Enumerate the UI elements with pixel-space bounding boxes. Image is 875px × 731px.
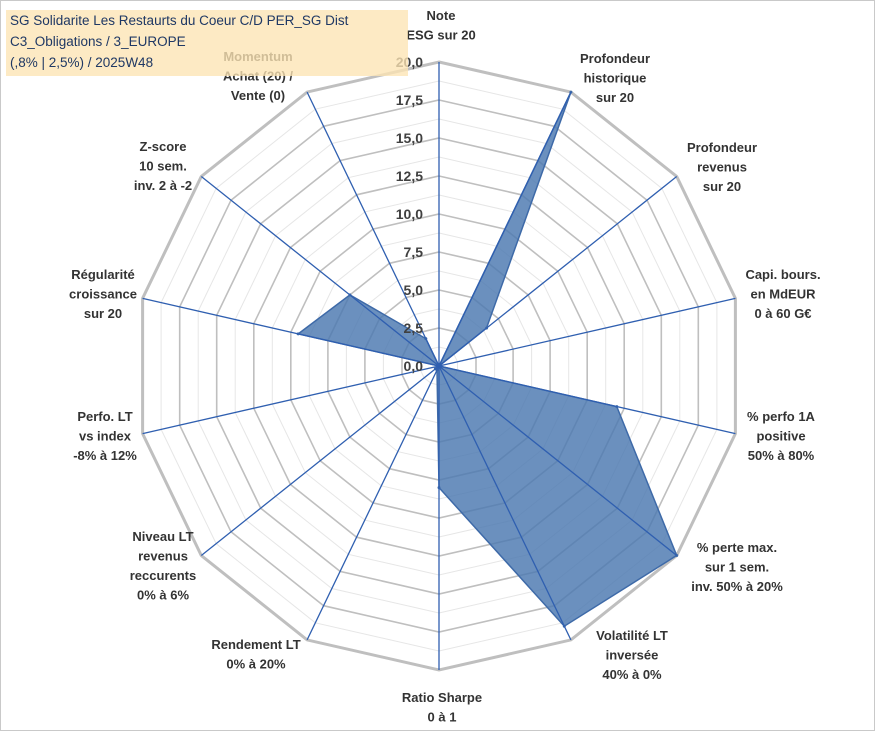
radial-tick-label: 7,5 xyxy=(404,244,424,260)
axis-label-line: Profondeur xyxy=(687,140,757,155)
axis-label-line: Z-score xyxy=(140,139,187,154)
axis-label-line: % perte max. xyxy=(697,540,777,555)
axis-spoke xyxy=(306,91,440,367)
axis-label: Niveau LT revenus reccurents 0% à 6% xyxy=(130,529,196,603)
axis-label-line: revenus xyxy=(697,160,747,175)
axis-label-line: positive xyxy=(756,429,805,444)
chart-title-line-2: C3_Obligations / 3_EUROPE xyxy=(10,34,186,49)
axis-label: Capi. bours. en MdEUR 0 à 60 G€ xyxy=(745,267,820,321)
axis-label-line: % perfo 1A xyxy=(747,409,816,424)
axis-label-line: 40% à 0% xyxy=(602,667,662,682)
axis-label-line: Note xyxy=(427,8,456,23)
axis-spoke xyxy=(200,175,440,367)
axis-labels-layer: Note ESG sur 20 Profondeur historique sur 20… xyxy=(69,8,821,725)
axis-spoke xyxy=(438,365,678,557)
chart-title-line-1: SG Solidarite Les Restaurts du Coeur C/D… xyxy=(10,13,349,28)
axis-label-line: 50% à 80% xyxy=(748,448,815,463)
axis-label-line: Ratio Sharpe xyxy=(402,690,482,705)
axis-label: Z-score 10 sem. inv. 2 à -2 xyxy=(134,139,192,193)
axis-label: Perfo. LT vs index -8% à 12% xyxy=(73,409,137,463)
axis-label: % perte max. sur 1 sem. inv. 50% à 20% xyxy=(691,540,783,594)
axis-label: Rendement LT 0% à 20% xyxy=(211,637,300,672)
axis-label-line: en MdEUR xyxy=(751,287,817,302)
axis-label-line: Perfo. LT xyxy=(77,409,132,424)
radial-tick-label: 5,0 xyxy=(404,282,424,298)
axis-label: Profondeur historique sur 20 xyxy=(580,51,650,105)
axis-label-line: Profondeur xyxy=(580,51,650,66)
radial-tick-label: 0,0 xyxy=(404,358,424,374)
axis-label: % perfo 1A positive 50% à 80% xyxy=(747,409,816,463)
radial-tick-label: 17,5 xyxy=(396,92,423,108)
axis-label-line: Niveau LT xyxy=(132,529,193,544)
axis-label-line: -8% à 12% xyxy=(73,448,137,463)
axis-spoke xyxy=(438,297,736,367)
radial-tick-label: 2,5 xyxy=(404,320,424,336)
axes-layer xyxy=(142,62,736,670)
axis-label-line: Capi. bours. xyxy=(745,267,820,282)
radial-tick-label: 15,0 xyxy=(396,130,423,146)
axis-spoke xyxy=(438,365,572,641)
axis-label-line: 0 à 1 xyxy=(428,710,457,725)
axis-label-line: Rendement LT xyxy=(211,637,300,652)
axis-label: Note ESG sur 20 xyxy=(406,8,475,43)
axis-label-line: 10 sem. xyxy=(139,159,187,174)
axis-label-line: sur 20 xyxy=(703,179,741,194)
axis-label: Profondeur revenus sur 20 xyxy=(687,140,757,194)
axis-spoke xyxy=(438,175,678,367)
axis-label-line: sur 1 sem. xyxy=(705,560,769,575)
axis-label-line: Vente (0) xyxy=(231,88,285,103)
axis-label-line: revenus xyxy=(138,549,188,564)
axis-label-line: sur 20 xyxy=(596,90,634,105)
axis-label: Volatilité LT inversée 40% à 0% xyxy=(596,628,668,682)
radial-tick-label: 10,0 xyxy=(396,206,423,222)
data-layer xyxy=(296,90,679,628)
axis-label-line: croissance xyxy=(69,287,137,302)
axis-label-line: reccurents xyxy=(130,568,196,583)
axis-label-line: 0% à 6% xyxy=(137,588,189,603)
radial-tick-label: 12,5 xyxy=(396,168,423,184)
axis-label-line: Volatilité LT xyxy=(596,628,668,643)
chart-title-box: SG Solidarite Les Restaurts du Coeur C/D… xyxy=(6,10,408,76)
axis-label-line: inversée xyxy=(606,648,659,663)
axis-label-line: 0% à 20% xyxy=(226,657,286,672)
axis-spoke xyxy=(200,365,440,557)
axis-label-line: vs index xyxy=(79,429,132,444)
chart-title-line-3: (,8% | 2,5%) / 2025W48 xyxy=(10,55,154,70)
axis-label-line: Régularité xyxy=(71,267,135,282)
axis-label-line: inv. 50% à 20% xyxy=(691,579,783,594)
axis-label: Régularité croissance sur 20 xyxy=(69,267,137,321)
axis-label-line: inv. 2 à -2 xyxy=(134,178,192,193)
axis-spoke xyxy=(438,365,736,435)
axis-label-line: 0 à 60 G€ xyxy=(754,306,811,321)
axis-spoke xyxy=(142,365,440,435)
axis-spoke xyxy=(142,297,440,367)
axis-label-line: historique xyxy=(584,71,647,86)
data-series-area xyxy=(296,91,678,628)
axis-spoke xyxy=(438,91,572,367)
axis-spoke xyxy=(306,365,440,641)
axis-label-line: sur 20 xyxy=(84,306,122,321)
axis-label: Ratio Sharpe 0 à 1 xyxy=(402,690,482,725)
axis-label-line: ESG sur 20 xyxy=(406,28,475,43)
